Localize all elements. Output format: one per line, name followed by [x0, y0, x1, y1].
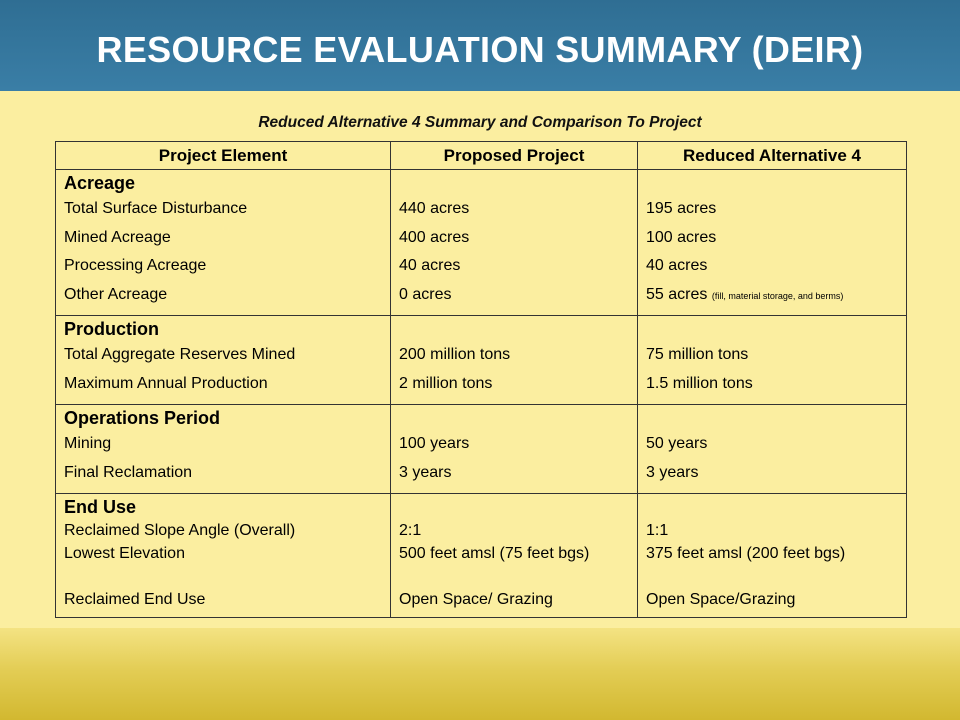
section-title: End Use — [64, 497, 137, 517]
element-label: Total Aggregate Reserves Mined — [64, 346, 296, 363]
slide-header: RESOURCE EVALUATION SUMMARY (DEIR) — [0, 0, 960, 91]
proposed-value: 100 years — [399, 435, 470, 452]
table-header-row: Project Element Proposed Project Reduced… — [55, 141, 907, 170]
element-cell: Production Total Aggregate Reserves Mine… — [55, 315, 391, 405]
proposed-value: 3 years — [399, 463, 452, 481]
proposed-value: 440 acres — [399, 200, 470, 217]
element-label: Reclaimed End Use — [64, 591, 206, 608]
reduced-value: 55 acres — [646, 285, 708, 303]
proposed-cell: 200 million tons 2 million tons — [390, 315, 638, 405]
proposed-value: Open Space/ Grazing — [399, 591, 553, 608]
table-section-operations-period: Operations Period Mining Final Reclamati… — [55, 404, 907, 494]
reduced-value: Open Space/Grazing — [646, 591, 796, 608]
reduced-cell: 195 acres 100 acres 40 acres 55 acres (f… — [637, 169, 907, 316]
section-title: Acreage — [64, 173, 136, 193]
slide-footer-band — [0, 628, 960, 720]
column-header: Proposed Project — [390, 141, 638, 170]
element-label: Processing Acreage — [64, 257, 207, 274]
column-header: Reduced Alternative 4 — [637, 141, 907, 170]
element-label: Mined Acreage — [64, 228, 171, 246]
slide-title: RESOURCE EVALUATION SUMMARY (DEIR) — [96, 29, 864, 70]
proposed-value: 0 acres — [399, 285, 452, 303]
reduced-value: 40 acres — [646, 257, 708, 274]
comparison-table: Project Element Proposed Project Reduced… — [55, 141, 907, 618]
reduced-value: 3 years — [646, 463, 699, 481]
proposed-cell: 440 acres 400 acres 40 acres 0 acres — [390, 169, 638, 316]
table-section-production: Production Total Aggregate Reserves Mine… — [55, 315, 907, 405]
proposed-value: 400 acres — [399, 228, 470, 246]
table-section-acreage: Acreage Total Surface Disturbance Mined … — [55, 169, 907, 316]
element-label: Total Surface Disturbance — [64, 200, 248, 217]
proposed-value: 2:1 — [399, 522, 422, 539]
proposed-value: 500 feet amsl (75 feet bgs) — [399, 545, 590, 562]
element-label: Lowest Elevation — [64, 545, 185, 562]
reduced-value-note: (fill, material storage, and berms) — [711, 290, 844, 301]
reduced-value: 100 acres — [646, 228, 717, 246]
reduced-value: 1.5 million tons — [646, 374, 753, 392]
reduced-value: 1:1 — [646, 522, 669, 539]
reduced-value: 75 million tons — [646, 346, 749, 363]
element-label: Other Acreage — [64, 285, 168, 303]
column-header: Project Element — [55, 141, 391, 170]
proposed-cell: 100 years 3 years — [390, 404, 638, 494]
reduced-cell: 50 years 3 years — [637, 404, 907, 494]
section-title: Production — [64, 319, 159, 339]
reduced-value: 375 feet amsl (200 feet bgs) — [646, 545, 846, 562]
reduced-value: 195 acres — [646, 200, 717, 217]
element-label: Final Reclamation — [64, 463, 193, 481]
element-label: Maximum Annual Production — [64, 374, 268, 392]
proposed-value: 2 million tons — [399, 374, 493, 392]
section-title: Operations Period — [64, 408, 221, 428]
reduced-cell: 75 million tons 1.5 million tons — [637, 315, 907, 405]
proposed-value: 200 million tons — [399, 346, 511, 363]
element-cell: End Use Reclaimed Slope Angle (Overall) … — [55, 493, 391, 618]
table-caption: Reduced Alternative 4 Summary and Compar… — [258, 114, 702, 131]
element-cell: Operations Period Mining Final Reclamati… — [55, 404, 391, 494]
proposed-value: 40 acres — [399, 257, 461, 274]
element-label: Mining — [64, 435, 112, 452]
proposed-cell: 2:1 500 feet amsl (75 feet bgs) Open Spa… — [390, 493, 638, 618]
element-label: Reclaimed Slope Angle (Overall) — [64, 522, 296, 539]
reduced-cell: 1:1 375 feet amsl (200 feet bgs) Open Sp… — [637, 493, 907, 618]
element-cell: Acreage Total Surface Disturbance Mined … — [55, 169, 391, 316]
reduced-value-row: 55 acres (fill, material storage, and be… — [646, 281, 906, 310]
reduced-value: 50 years — [646, 435, 708, 452]
table-section-end-use: End Use Reclaimed Slope Angle (Overall) … — [55, 493, 907, 618]
